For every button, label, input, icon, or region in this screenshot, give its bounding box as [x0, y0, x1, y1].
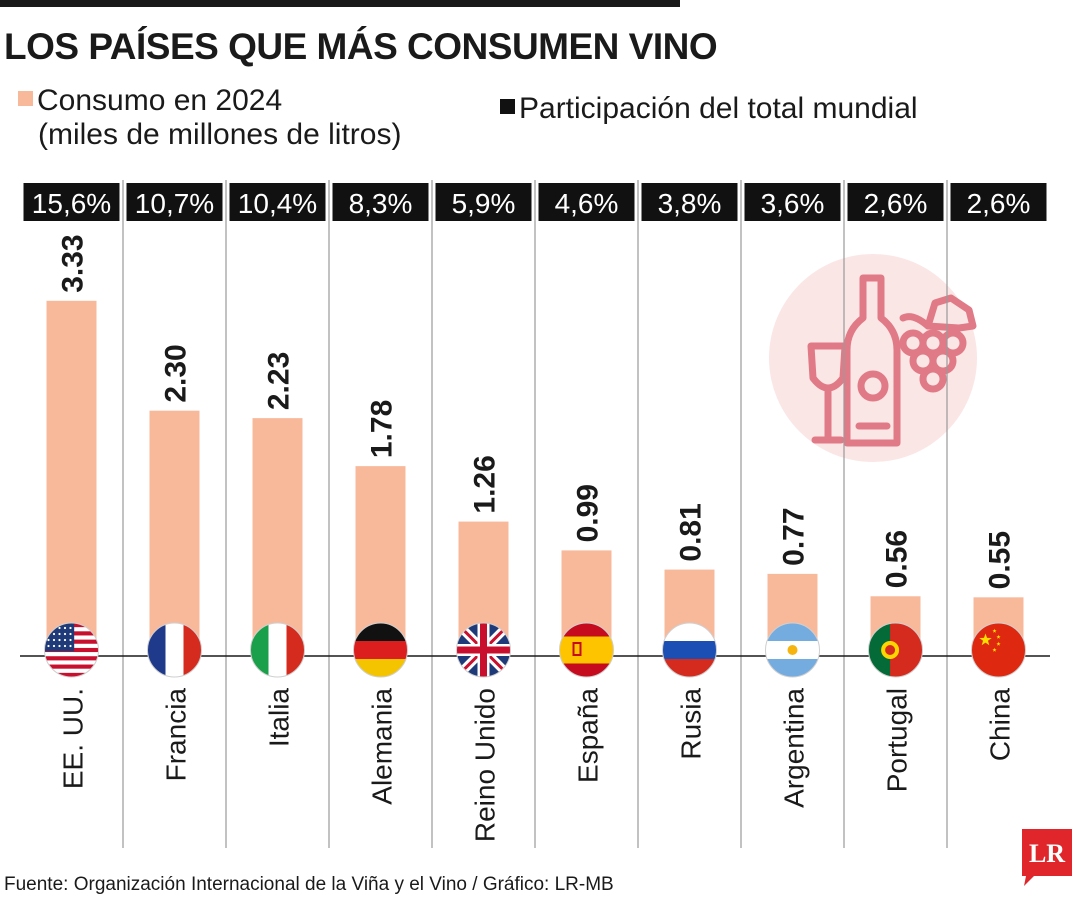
share-label: 2,6%: [864, 188, 928, 219]
share-labels: 15,6% 10,7% 10,4% 8,3% 5,9% 4,6% 3,8% 3,6% 2,6% 2…: [23, 183, 1047, 221]
share-badge-bg: [126, 183, 223, 221]
lr-logo-text: LR: [1029, 839, 1065, 868]
share-badge-bg: [950, 183, 1047, 221]
value-label: 0.55: [984, 531, 1017, 589]
bar: [149, 410, 200, 656]
portugal-flag: [868, 622, 923, 678]
legend-share-label: Participación del total mundial: [519, 92, 918, 125]
share-badge: 2,6%: [847, 183, 944, 221]
share-badge: 10,4%: [229, 183, 326, 221]
x-tick-label: España: [573, 688, 604, 783]
italy-flag: [250, 622, 305, 678]
share-badge: 4,6%: [538, 183, 635, 221]
value-label: 0.99: [572, 484, 605, 542]
legend-consumo: Consumo en 2024 (miles de millones de li…: [18, 84, 401, 152]
russia-flag: [662, 622, 717, 678]
share-badge-bg: [641, 183, 738, 221]
france-flag: [147, 622, 202, 678]
bar: [252, 418, 303, 656]
x-tick-label: Rusia: [676, 688, 707, 760]
share-badge-bg: [538, 183, 635, 221]
x-tick-label: Reino Unido: [470, 688, 501, 842]
share-label: 3,6%: [761, 188, 825, 219]
value-label: 1.26: [469, 455, 502, 513]
share-badge: 10,7%: [126, 183, 223, 221]
value-labels: 3.33 2.30 2.23 1.78 1.26 0.99 0.81 0.77 0.56 0.55: [57, 234, 1017, 589]
value-label: 0.81: [675, 503, 708, 561]
legend-consumo-swatch: [18, 91, 33, 106]
spain-flag: [559, 622, 614, 678]
value-label: 3.33: [57, 234, 90, 292]
legend-consumo-sublabel: (miles de millones de litros): [38, 118, 402, 151]
share-label: 8,3%: [349, 188, 413, 219]
share-badge: 2,6%: [950, 183, 1047, 221]
flags: [44, 622, 1026, 678]
chart-title: LOS PAÍSES QUE MÁS CONSUMEN VINO: [4, 26, 718, 67]
share-badge: 3,6%: [744, 183, 841, 221]
wine-icon: [769, 254, 977, 462]
bar: [46, 300, 97, 656]
share-badge-bg: [229, 183, 326, 221]
share-label: 15,6%: [32, 188, 111, 219]
x-tick-label: EE. UU.: [58, 688, 89, 789]
legend-share-swatch: [500, 99, 515, 114]
column-dividers: [122, 180, 948, 848]
value-label: 0.56: [881, 530, 914, 588]
value-label: 1.78: [366, 400, 399, 458]
share-badge: 8,3%: [332, 183, 429, 221]
lr-logo: LR: [1022, 829, 1072, 886]
share-badge-bg: [744, 183, 841, 221]
top-rule: [0, 0, 680, 7]
share-badge-bg: [332, 183, 429, 221]
share-badge-bg: [847, 183, 944, 221]
share-label: 10,7%: [135, 188, 214, 219]
share-badge-bg: [435, 183, 532, 221]
share-badge-bg: [23, 183, 120, 221]
x-tick-label: Italia: [264, 688, 295, 748]
china-flag: [971, 622, 1026, 678]
legend-consumo-label: Consumo en 2024: [37, 84, 283, 117]
usa-flag: [44, 622, 99, 678]
share-badge: 3,8%: [641, 183, 738, 221]
value-label: 0.77: [778, 507, 811, 565]
share-label: 2,6%: [967, 188, 1031, 219]
share-badge: 15,6%: [23, 183, 120, 221]
germany-flag: [353, 622, 408, 678]
x-tick-label: Alemania: [367, 688, 398, 805]
argentina-flag: [765, 622, 820, 678]
share-label: 3,8%: [658, 188, 722, 219]
source-note: Fuente: Organización Internacional de la…: [4, 874, 614, 895]
x-tick-label: Argentina: [779, 688, 810, 808]
x-tick-label: China: [985, 688, 1016, 762]
share-label: 4,6%: [555, 188, 619, 219]
legend-share: Participación del total mundial: [500, 92, 918, 126]
value-label: 2.30: [160, 344, 193, 402]
x-tick-labels: EE. UU. Francia Italia Alemania Reino Unido E…: [58, 688, 1016, 843]
share-badge: 5,9%: [435, 183, 532, 221]
value-label: 2.23: [263, 352, 296, 410]
x-tick-label: Francia: [161, 688, 192, 782]
share-label: 5,9%: [452, 188, 516, 219]
uk-flag: [456, 622, 511, 678]
x-tick-label: Portugal: [882, 688, 913, 792]
share-label: 10,4%: [238, 188, 317, 219]
bars: [46, 300, 1024, 656]
